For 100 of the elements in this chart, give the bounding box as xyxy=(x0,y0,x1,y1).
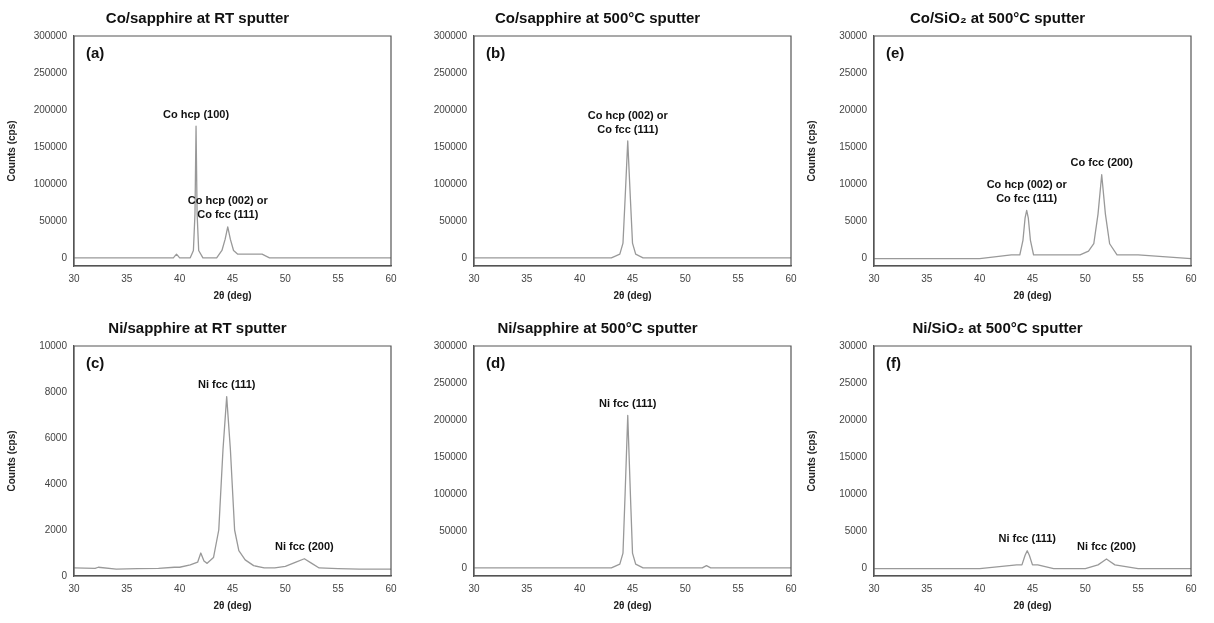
y-tick-label: 0 xyxy=(61,251,68,263)
y-tick-label: 50000 xyxy=(39,214,68,226)
chart-title: Co/sapphire at 500°C sputter xyxy=(494,9,701,27)
x-axis-title: 2θ (deg) xyxy=(613,599,652,611)
y-tick-label: 6000 xyxy=(44,431,68,443)
x-tick-label: 50 xyxy=(279,582,292,594)
x-tick-label: 30 xyxy=(468,582,480,594)
x-tick-label: 35 xyxy=(921,272,933,284)
x-tick-label: 50 xyxy=(279,272,292,284)
x-tick-label: 60 xyxy=(385,582,397,594)
annotation: (c) xyxy=(86,353,105,371)
y-tick-label: 15000 xyxy=(839,141,868,153)
annotation: Co fcc (200) xyxy=(1070,156,1134,169)
y-tick-label: 10000 xyxy=(839,488,868,500)
annotation: (e) xyxy=(886,43,905,61)
y-tick-label: 10000 xyxy=(39,339,68,351)
chart-title: Ni/sapphire at RT sputter xyxy=(108,319,287,337)
y-tick-label: 5000 xyxy=(844,525,868,537)
y-tick-label: 150000 xyxy=(433,140,468,152)
y-tick-label: 300000 xyxy=(433,29,468,41)
x-axis-title: 2θ (deg) xyxy=(213,289,252,301)
x-tick-label: 40 xyxy=(174,272,186,284)
x-tick-label: 40 xyxy=(574,272,586,284)
x-tick-label: 60 xyxy=(1185,582,1197,594)
x-axis-title: 2θ (deg) xyxy=(1013,599,1052,611)
y-tick-label: 250000 xyxy=(33,66,68,78)
chart-title: Co/SiO₂ at 500°C sputter xyxy=(909,9,1086,27)
x-tick-label: 40 xyxy=(974,272,986,284)
chart-title: Ni/sapphire at 500°C sputter xyxy=(497,319,698,337)
y-tick-label: 50000 xyxy=(439,214,468,226)
annotation: Ni fcc (111) xyxy=(599,397,657,410)
y-tick-label: 30000 xyxy=(839,339,868,351)
y-tick-label: 20000 xyxy=(839,103,868,115)
y-tick-label: 0 xyxy=(861,252,868,264)
x-tick-label: 60 xyxy=(385,272,397,284)
y-axis-title: Counts (cps) xyxy=(5,430,17,492)
y-tick-label: 20000 xyxy=(839,413,868,425)
y-axis-title: Counts (cps) xyxy=(805,120,817,182)
x-tick-label: 35 xyxy=(121,582,133,594)
x-tick-label: 30 xyxy=(868,272,880,284)
x-tick-label: 35 xyxy=(921,582,933,594)
x-tick-label: 30 xyxy=(868,582,880,594)
y-tick-label: 5000 xyxy=(844,215,868,227)
y-tick-label: 2000 xyxy=(44,523,68,535)
x-axis-title: 2θ (deg) xyxy=(213,599,252,611)
annotation: Co hcp (100) xyxy=(163,107,230,120)
y-tick-label: 200000 xyxy=(33,103,68,115)
x-tick-label: 55 xyxy=(332,582,345,594)
y-tick-label: 10000 xyxy=(839,178,868,190)
y-tick-label: 0 xyxy=(461,561,468,573)
annotation: Co hcp (002) or Co fcc (111) xyxy=(587,108,669,135)
y-tick-label: 0 xyxy=(461,251,468,263)
y-tick-label: 250000 xyxy=(433,376,468,388)
chart-title: Co/sapphire at RT sputter xyxy=(105,9,290,27)
annotation: Co hcp (002) or Co fcc (111) xyxy=(187,194,269,221)
x-tick-label: 35 xyxy=(521,272,533,284)
x-tick-label: 50 xyxy=(1079,272,1092,284)
annotation: Co hcp (002) or Co fcc (111) xyxy=(986,177,1068,204)
y-tick-label: 30000 xyxy=(839,29,868,41)
y-tick-label: 200000 xyxy=(433,103,468,115)
y-tick-label: 50000 xyxy=(439,524,468,536)
y-tick-label: 100000 xyxy=(433,177,468,189)
x-axis-title: 2θ (deg) xyxy=(613,289,652,301)
y-tick-label: 100000 xyxy=(433,487,468,499)
x-tick-label: 45 xyxy=(1026,582,1039,594)
x-tick-label: 55 xyxy=(732,582,745,594)
y-tick-label: 250000 xyxy=(433,66,468,78)
y-tick-label: 8000 xyxy=(44,385,68,397)
x-tick-label: 30 xyxy=(68,582,80,594)
y-tick-label: 0 xyxy=(861,562,868,574)
y-tick-label: 4000 xyxy=(44,477,68,489)
annotation: Ni fcc (111) xyxy=(998,532,1057,545)
x-tick-label: 40 xyxy=(574,582,586,594)
x-tick-label: 60 xyxy=(1185,272,1197,284)
x-tick-label: 45 xyxy=(626,582,639,594)
y-tick-label: 25000 xyxy=(839,376,868,388)
y-tick-label: 25000 xyxy=(839,66,868,78)
x-tick-label: 40 xyxy=(174,582,186,594)
annotation: (f) xyxy=(886,353,901,371)
x-tick-label: 35 xyxy=(521,582,533,594)
x-tick-label: 45 xyxy=(226,582,239,594)
y-tick-label: 200000 xyxy=(433,413,468,425)
x-tick-label: 45 xyxy=(626,272,639,284)
x-tick-label: 50 xyxy=(679,272,692,284)
y-axis-title: Counts (cps) xyxy=(805,430,817,492)
y-tick-label: 15000 xyxy=(839,451,868,463)
x-tick-label: 55 xyxy=(732,272,745,284)
y-tick-label: 100000 xyxy=(33,177,68,189)
y-tick-label: 300000 xyxy=(433,339,468,351)
x-tick-label: 40 xyxy=(974,582,986,594)
x-tick-label: 30 xyxy=(68,272,80,284)
x-tick-label: 55 xyxy=(1132,582,1145,594)
x-axis-title: 2θ (deg) xyxy=(1013,289,1052,301)
y-tick-label: 150000 xyxy=(33,140,68,152)
x-tick-label: 60 xyxy=(785,272,797,284)
y-tick-label: 0 xyxy=(61,569,68,581)
x-tick-label: 60 xyxy=(785,582,797,594)
annotation: (a) xyxy=(86,43,105,61)
y-tick-label: 300000 xyxy=(33,29,68,41)
x-tick-label: 30 xyxy=(468,272,480,284)
